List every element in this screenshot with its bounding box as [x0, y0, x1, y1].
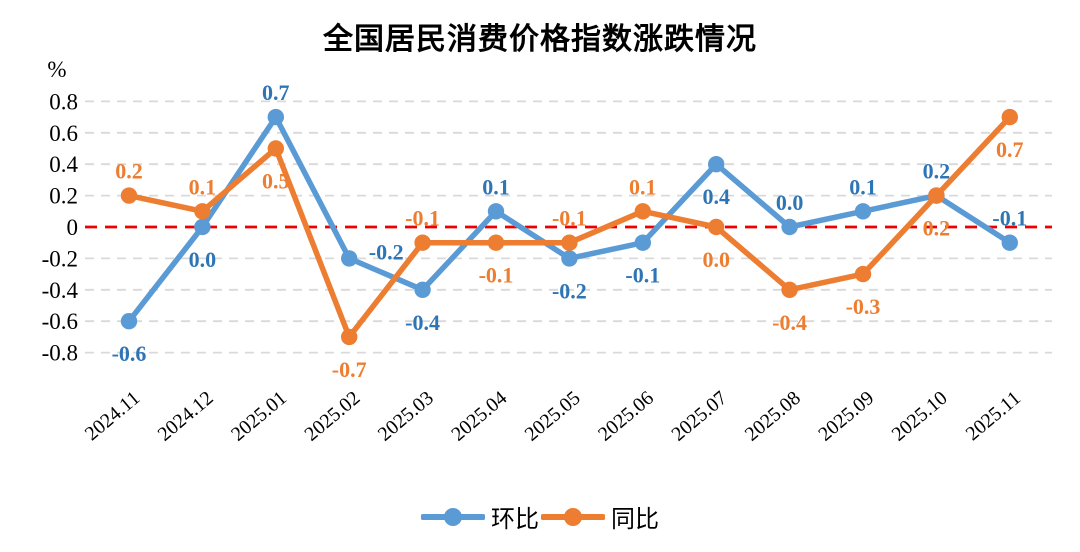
yoy-data-label: 0.1	[189, 174, 217, 199]
mom-point-marker	[341, 250, 358, 267]
yoy-data-label: -0.4	[772, 310, 807, 335]
yoy-legend-marker-icon	[541, 507, 605, 526]
mom-data-label: 0.1	[482, 174, 510, 199]
yoy-data-label: 0.0	[702, 247, 730, 272]
yoy-data-label: 0.2	[115, 159, 143, 184]
yoy-point-marker	[267, 140, 284, 157]
mom-data-label: -0.6	[112, 341, 147, 366]
chart-legend: 环比 同比	[0, 499, 1080, 534]
x-tick-label: 2025.10	[888, 387, 952, 446]
mom-point-marker	[1001, 234, 1018, 251]
mom-point-marker	[194, 218, 211, 236]
yoy-point-marker	[634, 203, 651, 220]
mom-point-marker	[708, 156, 725, 173]
series-layer: -0.60.00.7-0.2-0.40.1-0.2-0.10.4 0.00.10.…	[112, 80, 1028, 382]
x-tick-label: 2025.01	[227, 387, 291, 446]
yoy-data-label: 0.7	[996, 137, 1024, 162]
y-tick-label: -0.8	[42, 341, 78, 366]
yoy-data-label: -0.3	[846, 294, 881, 319]
mom-data-label: -0.4	[405, 310, 440, 335]
mom-data-label: 0.1	[849, 174, 877, 199]
x-tick-label: 2024.12	[154, 387, 218, 446]
mom-point-marker	[634, 234, 651, 251]
x-tick-label: 2025.11	[962, 387, 1025, 445]
mom-point-marker	[781, 218, 798, 236]
yoy-point-marker	[708, 218, 725, 236]
x-tick-label: 2025.03	[374, 387, 438, 446]
yoy-data-label: -0.1	[552, 206, 587, 231]
chart-title: 全国居民消费价格指数涨跌情况	[323, 23, 757, 56]
x-tick-label: 2025.02	[300, 387, 364, 446]
x-tick-label: 2025.04	[447, 387, 511, 446]
mom-point-marker	[120, 313, 138, 330]
yoy-point-marker	[561, 234, 578, 251]
legend-label-yoy: 同比	[611, 506, 659, 533]
mom-point-marker	[561, 250, 578, 267]
y-tick-label: -0.4	[42, 278, 79, 303]
yoy-data-label: -0.7	[332, 357, 367, 382]
yoy-point-marker	[414, 234, 431, 251]
yoy-point-marker	[194, 203, 211, 220]
yoy-point-marker	[341, 328, 358, 346]
mom-data-label: -0.1	[992, 206, 1027, 231]
mom-point-marker	[414, 281, 431, 298]
yoy-data-label: 0.5	[262, 169, 290, 194]
yoy-data-label: 0.2	[923, 216, 951, 241]
y-tick-label: 0.8	[49, 89, 78, 114]
legend-label-mom: 环比	[491, 506, 539, 533]
x-axis-labels-layer: 2024.11 2024.12 2025.01 2025.02 2025.03 2025.…	[81, 387, 1025, 446]
y-tick-label: -0.2	[42, 246, 78, 271]
legend-item-yoy: 同比	[541, 499, 659, 534]
mom-point-marker	[267, 108, 284, 126]
mom-data-label: 0.2	[923, 159, 951, 184]
gridlines-layer: 0.8 0.6 0.4 0.2 0 -0.2 -0.4 -0.6 -0.8	[42, 89, 1052, 366]
yoy-data-label: -0.1	[479, 263, 514, 288]
y-tick-label: 0.2	[49, 184, 78, 209]
yoy-point-marker	[487, 234, 505, 251]
y-tick-label: 0	[67, 215, 79, 240]
yoy-data-label: -0.1	[405, 206, 440, 231]
y-tick-label: 0.6	[49, 121, 78, 146]
x-tick-label: 2025.08	[741, 387, 805, 446]
yoy-point-marker	[781, 281, 798, 298]
y-axis-unit-label: %	[47, 57, 66, 82]
yoy-data-label: 0.1	[629, 174, 657, 199]
yoy-point-marker	[854, 265, 872, 283]
mom-point-marker	[487, 203, 505, 220]
mom-data-label: -0.1	[625, 263, 660, 288]
yoy-point-marker	[1001, 108, 1018, 126]
mom-data-label: -0.2	[552, 278, 587, 303]
x-tick-label: 2025.06	[594, 387, 658, 446]
mom-data-label: 0.4	[702, 184, 730, 209]
x-tick-label: 2025.05	[521, 387, 585, 446]
x-tick-label: 2025.09	[814, 387, 878, 446]
mom-legend-marker-icon	[421, 507, 485, 526]
mom-data-label: 0.7	[262, 80, 290, 105]
mom-point-marker	[854, 203, 872, 220]
legend-item-mom: 环比	[421, 499, 539, 534]
yoy-point-marker	[120, 187, 138, 204]
x-tick-label: 2024.11	[81, 387, 144, 445]
y-tick-label: -0.6	[42, 309, 78, 334]
yoy-point-marker	[928, 187, 945, 204]
mom-data-label: 0.0	[776, 190, 804, 215]
mom-data-label: 0.0	[189, 247, 217, 272]
mom-data-label: -0.2	[369, 239, 404, 264]
x-tick-label: 2025.07	[667, 387, 731, 446]
y-tick-label: 0.4	[49, 152, 78, 177]
